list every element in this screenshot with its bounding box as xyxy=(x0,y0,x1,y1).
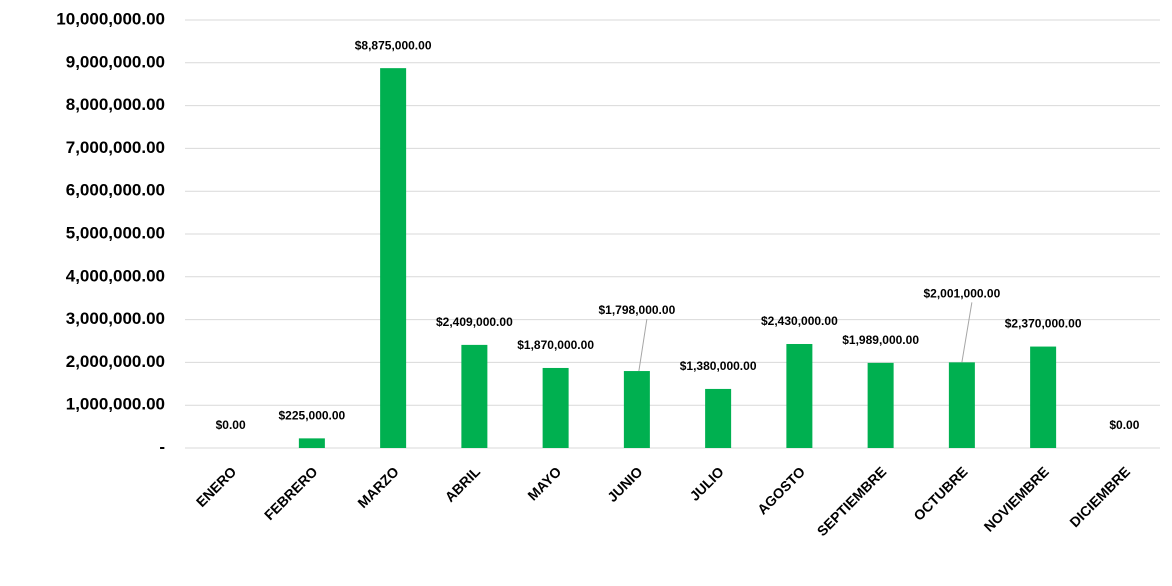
x-tick-label: DICIEMBRE xyxy=(1066,463,1133,530)
x-tick-label: NOVIEMBRE xyxy=(981,463,1052,534)
x-tick-label: JULIO xyxy=(686,463,727,504)
value-label: $0.00 xyxy=(1109,418,1139,432)
x-tick-label: AGOSTO xyxy=(754,463,808,517)
y-tick-label: 4,000,000.00 xyxy=(66,266,165,285)
y-tick-label: 7,000,000.00 xyxy=(66,138,165,157)
bar xyxy=(1030,346,1057,448)
value-label: $2,409,000.00 xyxy=(436,315,513,329)
value-label: $2,001,000.00 xyxy=(924,287,1001,301)
value-label: $2,430,000.00 xyxy=(761,314,838,328)
value-label: $1,989,000.00 xyxy=(842,333,919,347)
y-tick-label: - xyxy=(159,437,165,456)
bar xyxy=(298,438,325,448)
leader-line xyxy=(961,302,973,363)
value-label: $1,870,000.00 xyxy=(517,338,594,352)
y-tick-label: 1,000,000.00 xyxy=(66,395,165,414)
bar xyxy=(623,371,650,448)
value-label: $225,000.00 xyxy=(279,409,346,423)
bar xyxy=(380,68,407,449)
x-tick-label: ENERO xyxy=(193,463,240,510)
value-label: $8,875,000.00 xyxy=(355,38,432,52)
value-label: $0.00 xyxy=(216,418,246,432)
x-tick-label: FEBRERO xyxy=(261,463,321,523)
bar xyxy=(867,362,894,448)
x-tick-label: OCTUBRE xyxy=(910,463,970,523)
y-tick-label: 8,000,000.00 xyxy=(66,95,165,114)
x-tick-label: MAYO xyxy=(524,463,564,503)
leader-line xyxy=(638,318,648,372)
value-label: $1,798,000.00 xyxy=(599,303,676,317)
x-tick-label: MARZO xyxy=(354,463,402,511)
bar xyxy=(705,388,732,448)
value-label: $1,380,000.00 xyxy=(680,359,757,373)
y-tick-label: 9,000,000.00 xyxy=(66,52,165,71)
y-tick-label: 10,000,000.00 xyxy=(56,9,165,28)
bar xyxy=(786,343,813,448)
bar xyxy=(948,362,975,448)
value-label: $2,370,000.00 xyxy=(1005,317,1082,331)
bar xyxy=(461,344,488,448)
y-tick-label: 2,000,000.00 xyxy=(66,352,165,371)
y-tick-label: 5,000,000.00 xyxy=(66,223,165,242)
y-tick-label: 6,000,000.00 xyxy=(66,181,165,200)
y-tick-label: 3,000,000.00 xyxy=(66,309,165,328)
x-tick-label: JUNIO xyxy=(604,463,646,505)
bar xyxy=(542,367,569,448)
x-tick-label: SEPTIEMBRE xyxy=(814,463,890,539)
x-tick-label: ABRIL xyxy=(442,463,484,505)
